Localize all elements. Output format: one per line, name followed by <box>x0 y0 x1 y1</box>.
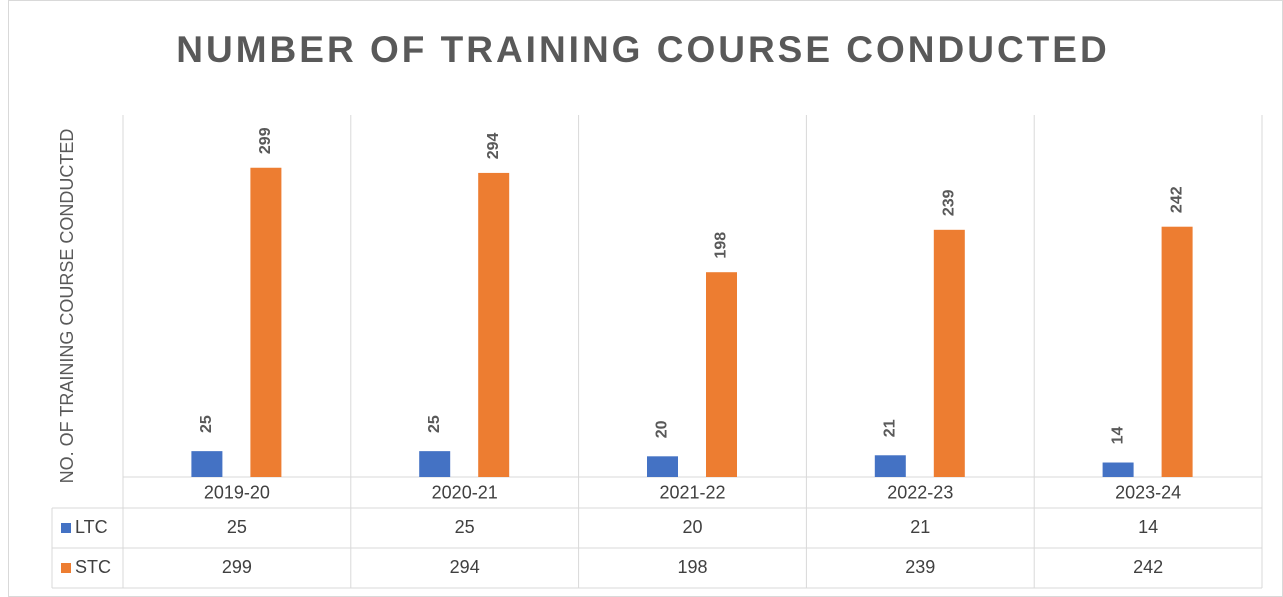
chart-title: NUMBER OF TRAINING COURSE CONDUCTED <box>176 29 1109 70</box>
table-cell: 299 <box>222 557 252 577</box>
data-label: 242 <box>1168 186 1185 213</box>
table-cell: 20 <box>682 517 702 537</box>
bar <box>874 455 906 477</box>
legend-label: STC <box>75 557 111 577</box>
bar <box>191 451 223 477</box>
bar <box>250 167 282 477</box>
data-label: 25 <box>198 415 215 433</box>
data-label: 14 <box>1109 427 1126 445</box>
data-label: 239 <box>941 189 958 216</box>
data-label: 25 <box>426 415 443 433</box>
table-cell: 242 <box>1133 557 1163 577</box>
table-cell: 294 <box>450 557 480 577</box>
y-axis-label: NO. OF TRAINING COURSE CONDUCTED <box>57 129 77 484</box>
bar <box>1161 226 1193 477</box>
table-cell: 14 <box>1138 517 1158 537</box>
x-tick-label: 2019-20 <box>204 482 270 502</box>
bar <box>419 451 451 477</box>
bar <box>706 272 737 477</box>
table-cell: 25 <box>455 517 475 537</box>
x-tick-label: 2020-21 <box>432 482 498 502</box>
table-cell: 198 <box>677 557 707 577</box>
legend-key <box>61 563 71 573</box>
x-tick-label: 2022-23 <box>887 482 953 502</box>
table-cell: 239 <box>905 557 935 577</box>
legend-label: LTC <box>75 517 108 537</box>
table-cell: 21 <box>910 517 930 537</box>
data-label: 294 <box>485 132 502 159</box>
data-label: 21 <box>882 419 899 437</box>
data-label: 198 <box>713 232 730 259</box>
x-tick-label: 2023-24 <box>1115 482 1181 502</box>
bar <box>647 456 678 477</box>
bar <box>1102 462 1134 477</box>
bar <box>478 172 510 478</box>
bar <box>933 229 965 477</box>
data-label: 20 <box>654 420 671 438</box>
legend-key <box>61 523 71 533</box>
table-cell: 25 <box>227 517 247 537</box>
data-label: 299 <box>257 127 274 154</box>
chart-frame <box>8 0 1283 597</box>
x-tick-label: 2021-22 <box>659 482 725 502</box>
